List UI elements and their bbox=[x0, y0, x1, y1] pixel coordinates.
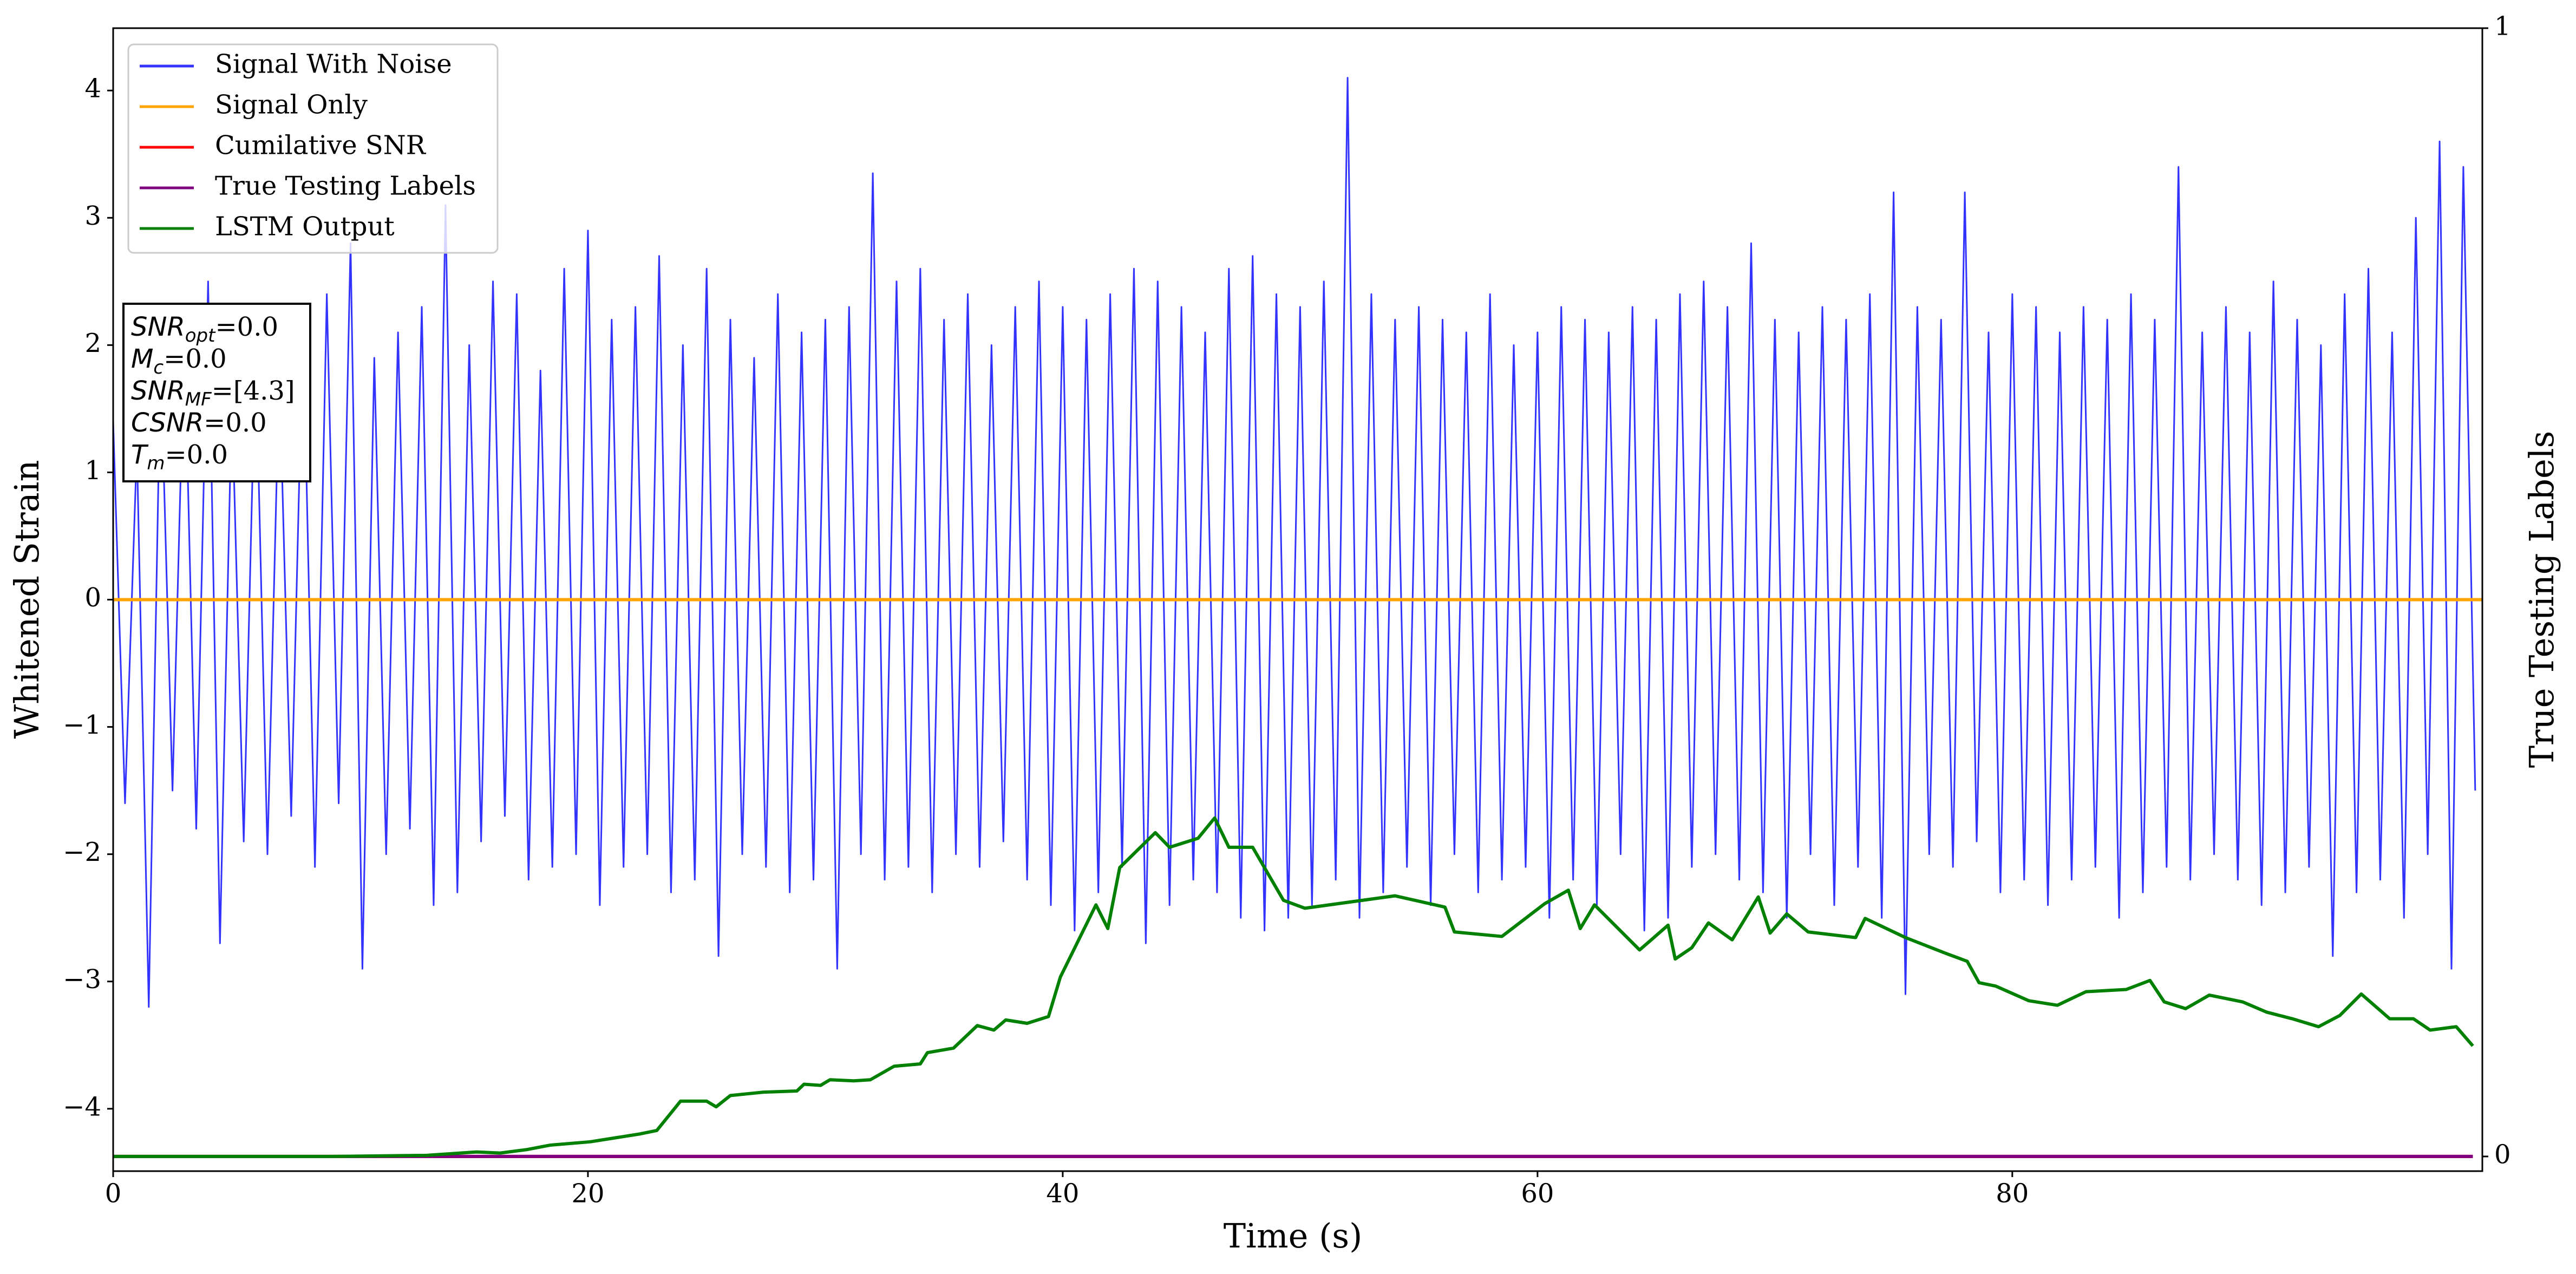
annotation-line: SNRopt=0.0 bbox=[131, 312, 278, 347]
annotation-subscript: c bbox=[153, 357, 164, 378]
annotation-subscript: MF bbox=[185, 389, 212, 410]
y-tick-label: −2 bbox=[63, 837, 101, 867]
annotation-symbol: SNR bbox=[131, 376, 185, 406]
series-line bbox=[113, 77, 2476, 1008]
legend-label: Signal Only bbox=[215, 90, 368, 120]
annotation: SNRopt=0.0Mc=0.0SNRMF=[4.3]CSNR=0.0Tm=0.… bbox=[122, 303, 311, 482]
series-line bbox=[113, 816, 2474, 1158]
y-tick-label: 4 bbox=[84, 74, 101, 104]
y2-tick-label: 1 bbox=[2494, 11, 2511, 42]
y2-axis-label: True Testing Labels bbox=[2522, 431, 2561, 768]
annotation-line: Tm=0.0 bbox=[131, 440, 228, 474]
annotation-line: SNRMF=[4.3] bbox=[131, 376, 295, 410]
annotation-value: =0.0 bbox=[164, 344, 227, 374]
y-tick-label: 2 bbox=[84, 328, 101, 358]
legend-label: True Testing Labels bbox=[215, 171, 476, 201]
annotation-box bbox=[122, 303, 311, 482]
y-tick-label: −3 bbox=[63, 964, 101, 995]
y-tick-label: −4 bbox=[63, 1092, 101, 1122]
legend-label: Cumilative SNR bbox=[215, 130, 427, 161]
legend: Signal With Noise Signal Only Cumilative S… bbox=[127, 43, 499, 254]
y-tick-label: 0 bbox=[84, 583, 101, 613]
annotation-symbol: SNR bbox=[131, 312, 185, 342]
y-tick-label: 3 bbox=[84, 201, 101, 231]
y-tick-label: 1 bbox=[84, 455, 101, 486]
y2-tick-label: 0 bbox=[2494, 1139, 2511, 1170]
y-tick-label: −1 bbox=[63, 710, 101, 740]
annotation-subscript: m bbox=[147, 453, 165, 474]
annotation-symbol: M bbox=[131, 344, 153, 374]
x-tick-label: 40 bbox=[1046, 1179, 1079, 1209]
x-tick-label: 20 bbox=[571, 1179, 604, 1209]
annotation-value: =0.0 bbox=[204, 408, 267, 438]
x-tick-label: 0 bbox=[105, 1179, 122, 1209]
x-tick-label: 80 bbox=[1996, 1179, 2029, 1209]
legend-label: LSTM Output bbox=[215, 212, 395, 242]
annotation-symbol: T bbox=[131, 440, 149, 470]
annotation-line: Mc=0.0 bbox=[131, 344, 227, 378]
x-tick-label: 60 bbox=[1521, 1179, 1554, 1209]
legend-box bbox=[127, 43, 499, 254]
annotation-value: =0.0 bbox=[215, 312, 278, 342]
y-axis-label: Whitened Strain bbox=[7, 460, 47, 739]
annotation-line: CSNR=0.0 bbox=[131, 408, 267, 439]
x-axis-label: Time (s) bbox=[1224, 1216, 1363, 1256]
plot-lines bbox=[113, 77, 2482, 1158]
legend-label: Signal With Noise bbox=[215, 49, 452, 80]
annotation-value: =0.0 bbox=[165, 440, 228, 470]
annotation-value: =[4.3] bbox=[212, 376, 295, 406]
annotation-subscript: opt bbox=[185, 325, 216, 347]
annotation-symbol: CSNR bbox=[131, 408, 204, 438]
